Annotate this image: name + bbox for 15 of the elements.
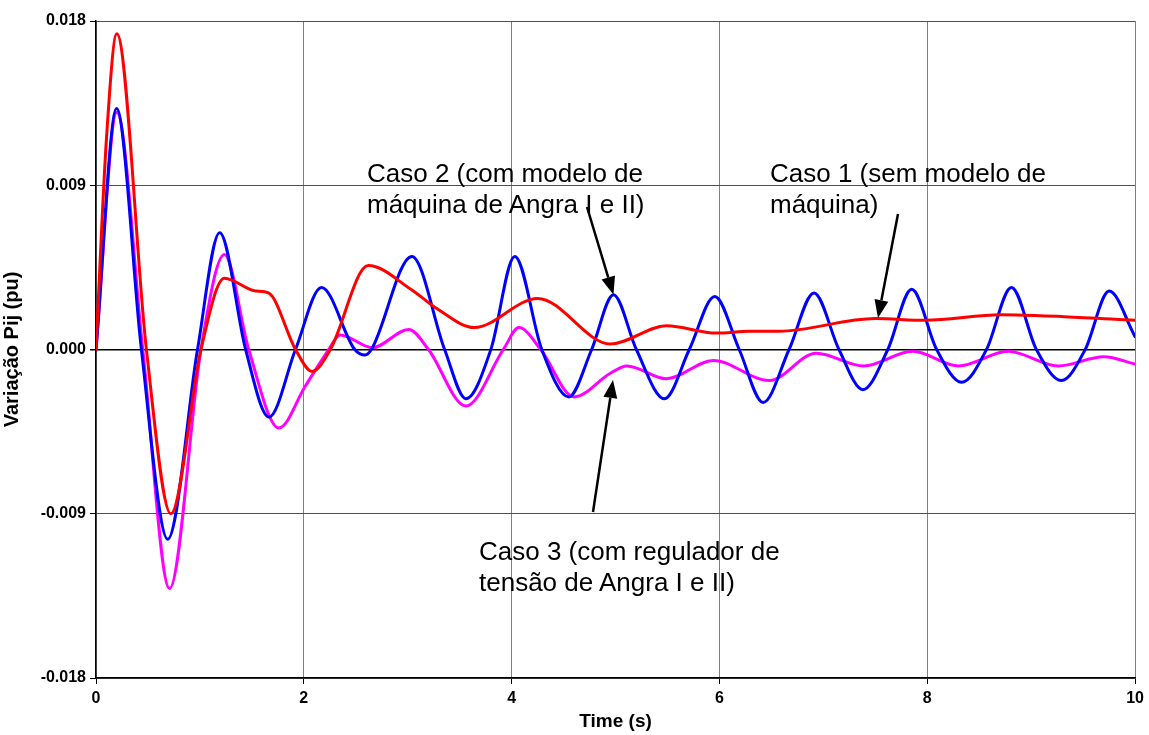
y-axis-title: Variação Pij (pu) (0, 271, 22, 428)
annotation: Caso 3 (com regulador de tensão de Angra I e II) (479, 536, 781, 598)
y-tick-label: -0.018 (40, 668, 87, 686)
x-tick-label: 8 (922, 689, 932, 707)
y-tick-label: -0.009 (40, 504, 87, 522)
x-tick-label: 2 (299, 689, 309, 707)
x-tick-label: 4 (507, 689, 517, 707)
x-tick-label: 6 (715, 689, 725, 707)
x-tick-label: 10 (1126, 689, 1145, 707)
y-tick-label: 0.009 (45, 175, 87, 193)
y-tick-label: 0.000 (45, 339, 87, 357)
annotation: Caso 1 (sem modelo de máquina) (770, 158, 1048, 220)
y-tick-label: 0.018 (45, 11, 87, 29)
x-tick-label: 0 (91, 689, 101, 707)
x-axis-title: Time (s) (579, 709, 652, 731)
